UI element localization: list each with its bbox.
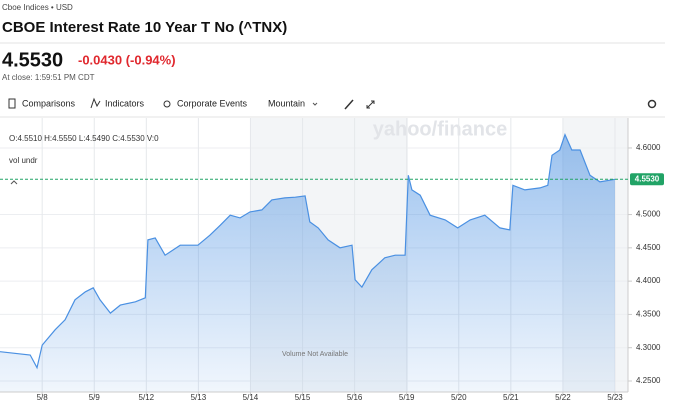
- y-tick-label: 4.6000: [636, 143, 661, 152]
- indicators[interactable]: Indicators: [105, 98, 145, 108]
- icon[interactable]: [163, 100, 171, 108]
- price-tag-label: 4.5530: [635, 174, 660, 183]
- x-tick-label: 5/22: [555, 393, 571, 402]
- y-tick-label: 4.4500: [636, 243, 661, 252]
- volume-label: vol undr: [9, 156, 38, 165]
- x-tick-label: 5/8: [37, 393, 49, 402]
- x-tick-label: 5/21: [503, 393, 519, 402]
- collapse-icon[interactable]: [10, 180, 18, 185]
- ohlc: O:4.5510 H:4.5550 L:4.5490 C:4.5530 V:0: [9, 134, 159, 143]
- x-tick-label: 5/15: [295, 393, 311, 402]
- price: 4.5530: [2, 49, 63, 71]
- x-tick-label: 5/16: [347, 393, 363, 402]
- icon[interactable]: [312, 102, 318, 106]
- x-tick-label: 5/19: [399, 393, 415, 402]
- y-tick-label: 4.3500: [636, 310, 661, 319]
- settings-icon[interactable]: [647, 99, 657, 109]
- title: CBOE Interest Rate 10 Year T No (^TNX): [2, 19, 287, 36]
- draw-icon[interactable]: [344, 99, 354, 110]
- x-tick-label: 5/14: [243, 393, 259, 402]
- expand-icon[interactable]: [366, 100, 375, 109]
- watermark: yahoo/finance: [373, 118, 507, 140]
- x-tick-label: 5/20: [451, 393, 467, 402]
- annotation: Volume Not Available: [282, 351, 348, 358]
- comparisons[interactable]: Comparisons: [22, 98, 76, 108]
- change: -0.0430 (-0.94%): [78, 52, 176, 67]
- y-tick-label: 4.5000: [636, 210, 661, 219]
- y-tick-label: 4.3000: [636, 343, 661, 352]
- x-tick-label: 5/23: [607, 393, 623, 402]
- close-time: At close: 1:59:51 PM CDT: [2, 73, 95, 82]
- line: [0, 132, 616, 370]
- x-tick-label: 5/12: [139, 393, 155, 402]
- corporate-events[interactable]: Corporate Events: [177, 98, 248, 108]
- icon[interactable]: [90, 97, 101, 109]
- x-tick-label: 5/9: [89, 393, 101, 402]
- price-tag: [630, 173, 664, 186]
- source: Cboe Indices • USD: [2, 3, 73, 12]
- icon[interactable]: [8, 98, 16, 109]
- area: [0, 134, 615, 392]
- y-tick-label: 4.4000: [636, 276, 661, 285]
- chart-style[interactable]: Mountain: [268, 98, 305, 108]
- y-tick-label: 4.2500: [636, 376, 661, 385]
- x-tick-label: 5/13: [191, 393, 207, 402]
